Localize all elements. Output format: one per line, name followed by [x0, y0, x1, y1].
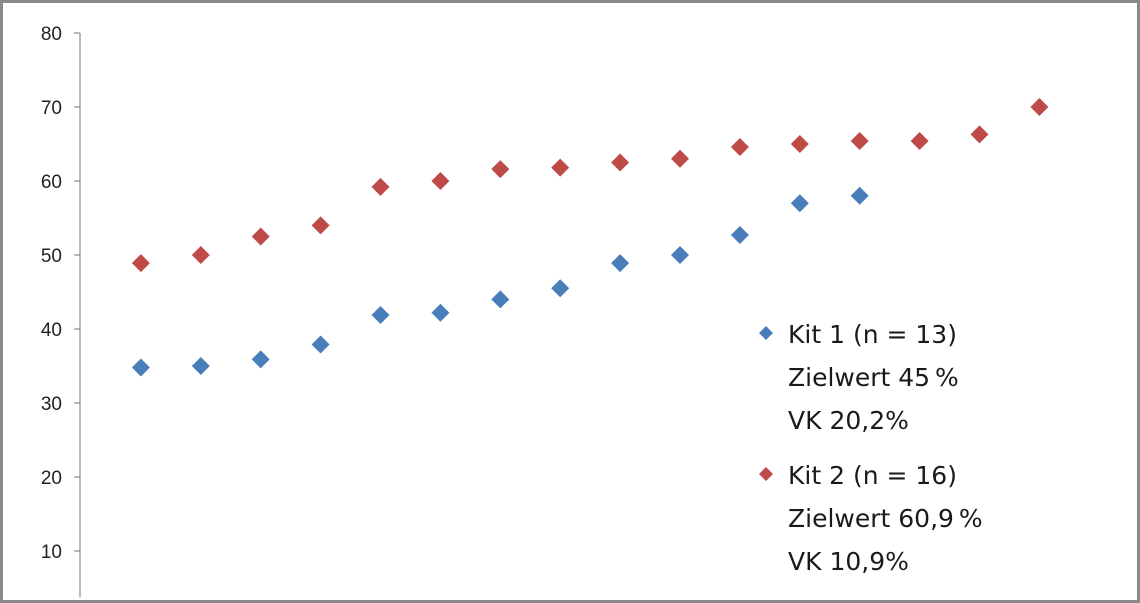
- data-point: [730, 226, 749, 245]
- y-tick-label: 40: [41, 320, 62, 341]
- data-points: [131, 98, 1049, 377]
- data-point: [371, 177, 390, 196]
- data-point: [551, 279, 570, 298]
- legend-marker: [759, 326, 773, 340]
- legend-detail-line: Zielwert 60,9 %: [788, 504, 983, 533]
- legend-series-name: Kit 1 (n = 13): [788, 320, 957, 349]
- data-point: [491, 160, 510, 179]
- y-tick-label: 70: [41, 98, 62, 119]
- data-point: [311, 216, 330, 235]
- data-point: [371, 305, 390, 324]
- y-tick-label: 60: [41, 172, 62, 193]
- data-point: [431, 172, 450, 190]
- scatter-chart: 80 70 60 50 40 30 20 10 Kit 1 (n = 13) Zielwert …: [41, 24, 1049, 597]
- data-point: [910, 132, 929, 151]
- data-point: [131, 358, 150, 377]
- series-2-points: [131, 98, 1049, 273]
- legend-series-name: Kit 2 (n = 16): [788, 461, 957, 490]
- legend-marker: [759, 467, 773, 481]
- data-point: [850, 186, 869, 205]
- data-point: [191, 357, 210, 375]
- data-point: [671, 149, 689, 168]
- y-tick-label: 50: [41, 246, 62, 267]
- data-point: [850, 132, 869, 151]
- data-point: [251, 227, 270, 246]
- legend-detail-line: VK 10,9%: [788, 547, 909, 576]
- y-tick-label: 30: [41, 394, 62, 415]
- data-point: [191, 246, 210, 264]
- data-point: [551, 158, 570, 177]
- data-point: [1030, 98, 1049, 116]
- data-point: [491, 290, 510, 309]
- data-point: [311, 335, 330, 354]
- legend-detail-line: Zielwert 45 %: [788, 363, 959, 392]
- legend: Kit 1 (n = 13) Zielwert 45 % VK 20,2% Kit 2…: [759, 320, 983, 576]
- data-point: [131, 254, 150, 273]
- data-point: [611, 153, 630, 172]
- data-point: [970, 125, 989, 144]
- legend-entry-2: Kit 2 (n = 16) Zielwert 60,9 % VK 10,9%: [759, 461, 983, 576]
- data-point: [790, 194, 809, 213]
- data-point: [431, 303, 450, 322]
- y-tick-label: 10: [41, 542, 62, 563]
- y-tick-label: 80: [41, 24, 62, 45]
- y-tick-label: 20: [41, 468, 62, 489]
- y-axis-ticks: 80 70 60 50 40 30 20 10: [41, 24, 80, 563]
- legend-detail-line: VK 20,2%: [788, 406, 909, 435]
- data-point: [251, 350, 270, 369]
- data-point: [790, 135, 809, 153]
- legend-entry-1: Kit 1 (n = 13) Zielwert 45 % VK 20,2%: [759, 320, 959, 435]
- data-point: [730, 137, 749, 156]
- data-point: [671, 246, 689, 264]
- series-1-points: [131, 186, 869, 377]
- data-point: [611, 254, 630, 273]
